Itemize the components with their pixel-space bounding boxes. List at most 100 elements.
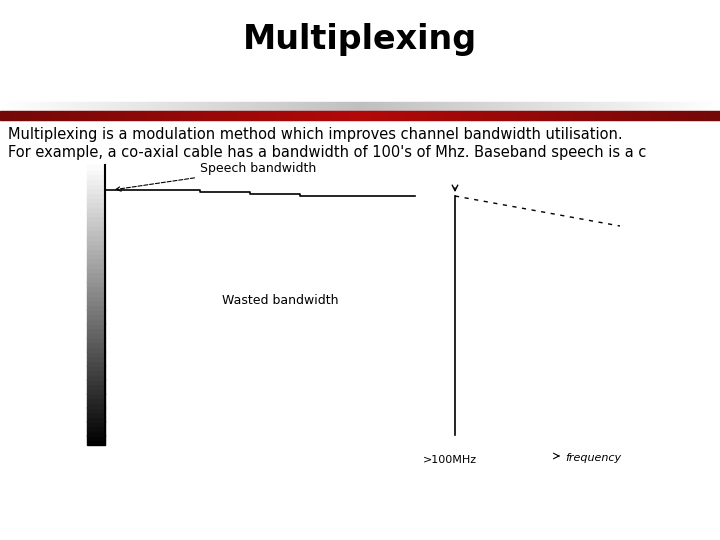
Bar [561, 111, 562, 120]
Bar [544, 102, 547, 112]
Bar [578, 111, 579, 120]
Bar [568, 111, 569, 120]
Bar [643, 111, 644, 120]
Bar [108, 111, 109, 120]
Bar [633, 111, 634, 120]
Bar [312, 111, 313, 120]
Bar [126, 111, 127, 120]
Bar [313, 111, 314, 120]
Bar [512, 111, 513, 120]
Bar [53, 111, 54, 120]
Bar [46, 111, 47, 120]
Bar [353, 111, 354, 120]
Bar [244, 111, 245, 120]
Bar [325, 111, 326, 120]
Bar [252, 102, 256, 112]
Bar [139, 111, 140, 120]
Bar [483, 111, 484, 120]
Bar [132, 111, 133, 120]
Bar [256, 102, 259, 112]
Bar [398, 111, 399, 120]
Bar [360, 111, 361, 120]
Bar [100, 111, 101, 120]
Bar [290, 111, 291, 120]
Bar [298, 111, 299, 120]
Bar [592, 111, 593, 120]
Bar [87, 380, 105, 384]
Bar [59, 111, 60, 120]
Bar [208, 111, 209, 120]
Bar [281, 102, 284, 112]
Bar [382, 102, 385, 112]
Bar [4, 102, 7, 112]
Bar [572, 111, 573, 120]
Bar [216, 102, 220, 112]
Bar [420, 111, 421, 120]
Bar [671, 111, 672, 120]
Bar [200, 111, 201, 120]
Bar [601, 111, 602, 120]
Bar [431, 111, 432, 120]
Bar [87, 403, 105, 408]
Bar [259, 102, 263, 112]
Bar [205, 111, 206, 120]
Bar [525, 111, 526, 120]
Bar [87, 384, 105, 389]
Bar [142, 111, 143, 120]
Bar [56, 111, 57, 120]
Bar [382, 111, 383, 120]
Bar [87, 295, 105, 300]
Bar [367, 102, 371, 112]
Bar [340, 111, 341, 120]
Bar [337, 111, 338, 120]
Bar [87, 184, 105, 188]
Bar [211, 111, 212, 120]
Bar [415, 111, 416, 120]
Bar [461, 102, 464, 112]
Bar [279, 111, 280, 120]
Bar [193, 111, 194, 120]
Bar [52, 111, 53, 120]
Bar [220, 111, 221, 120]
Bar [87, 323, 105, 328]
Bar [609, 111, 610, 120]
Bar [65, 111, 66, 120]
Bar [497, 111, 498, 120]
Bar [443, 111, 444, 120]
Bar [258, 111, 259, 120]
Bar [287, 111, 288, 120]
Bar [718, 111, 719, 120]
Bar [706, 111, 707, 120]
Bar [335, 102, 338, 112]
Bar [491, 111, 492, 120]
Bar [368, 111, 369, 120]
Bar [552, 111, 553, 120]
Bar [566, 111, 567, 120]
Bar [574, 111, 575, 120]
Bar [47, 111, 48, 120]
Bar [24, 111, 25, 120]
Bar [450, 102, 454, 112]
Bar [606, 111, 607, 120]
Bar [87, 174, 105, 179]
Bar [55, 111, 56, 120]
Bar [622, 111, 623, 120]
Bar [432, 102, 436, 112]
Bar [19, 111, 20, 120]
Bar [154, 111, 155, 120]
Bar [674, 111, 675, 120]
Bar [317, 111, 318, 120]
Bar [36, 102, 40, 112]
Bar [87, 407, 105, 413]
Bar [702, 102, 706, 112]
Bar [714, 111, 715, 120]
Bar [529, 111, 530, 120]
Bar [425, 102, 428, 112]
Bar [267, 111, 268, 120]
Bar [87, 328, 105, 333]
Bar [624, 111, 625, 120]
Bar [138, 111, 139, 120]
Bar [166, 111, 167, 120]
Bar [678, 111, 679, 120]
Bar [540, 102, 544, 112]
